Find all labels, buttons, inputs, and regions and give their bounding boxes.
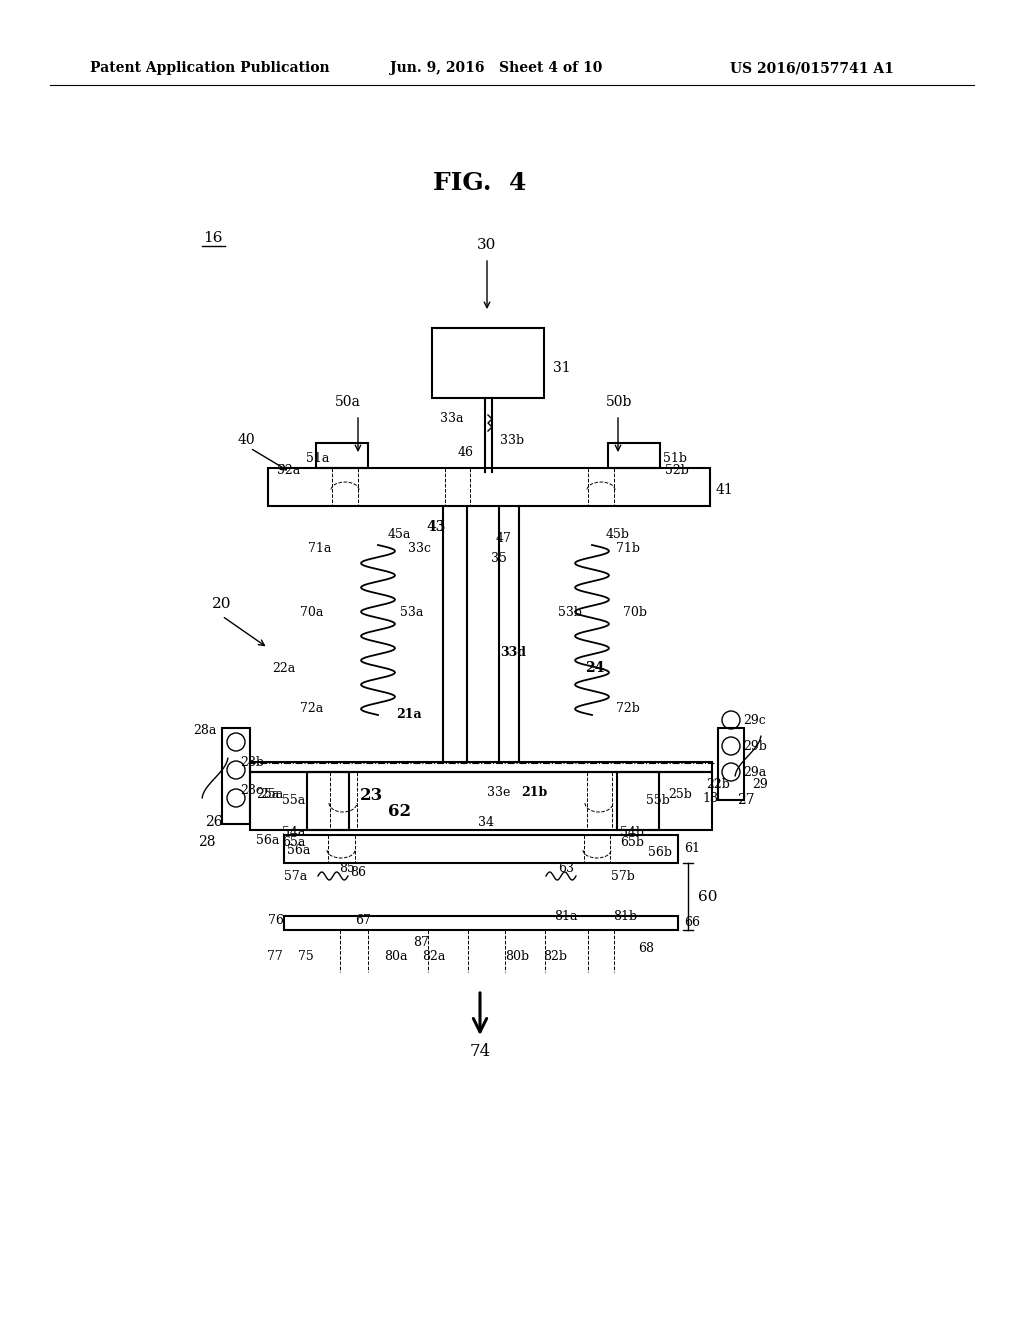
Text: 65a: 65a (282, 837, 305, 850)
Text: 72b: 72b (616, 701, 640, 714)
Text: 71a: 71a (308, 541, 332, 554)
Text: 81a: 81a (554, 909, 578, 923)
Text: 82a: 82a (422, 950, 445, 964)
Text: 28a: 28a (193, 723, 216, 737)
Text: 66: 66 (684, 916, 700, 928)
Text: 57a: 57a (284, 870, 307, 883)
Text: 77: 77 (267, 950, 283, 964)
Text: 53b: 53b (558, 606, 582, 619)
Text: 28c: 28c (240, 784, 263, 797)
Text: 68: 68 (638, 941, 654, 954)
Text: 25a: 25a (260, 788, 284, 801)
Text: 47: 47 (496, 532, 512, 544)
Bar (617, 772, 659, 830)
Text: 71b: 71b (616, 541, 640, 554)
Text: 30: 30 (477, 238, 497, 252)
Text: 67: 67 (355, 915, 371, 928)
Text: 20: 20 (212, 597, 231, 611)
Bar (250, 772, 712, 830)
Text: 56a: 56a (256, 833, 280, 846)
Text: 28b: 28b (240, 755, 264, 768)
Text: 29b: 29b (743, 739, 767, 752)
Text: 80b: 80b (505, 950, 529, 964)
Text: 40: 40 (238, 433, 256, 447)
Text: 53a: 53a (400, 606, 423, 619)
Text: 74: 74 (469, 1044, 490, 1060)
Bar (608, 444, 660, 469)
Text: Jun. 9, 2016   Sheet 4 of 10: Jun. 9, 2016 Sheet 4 of 10 (390, 61, 602, 75)
Text: 60: 60 (698, 890, 718, 904)
Text: 41: 41 (716, 483, 734, 498)
Text: 21a: 21a (396, 708, 422, 721)
Bar (284, 916, 678, 931)
Text: 57b: 57b (611, 870, 635, 883)
Text: 24: 24 (585, 661, 604, 675)
Text: 23: 23 (360, 787, 383, 804)
Text: 87: 87 (413, 936, 429, 949)
Text: 85: 85 (339, 862, 355, 875)
Text: 70b: 70b (623, 606, 647, 619)
Text: 62: 62 (388, 804, 411, 821)
Bar (432, 327, 544, 399)
Text: 26: 26 (205, 814, 222, 829)
Text: 29: 29 (752, 779, 768, 792)
Text: 33b: 33b (500, 433, 524, 446)
Bar (316, 444, 368, 469)
Text: 29a: 29a (743, 766, 766, 779)
Text: 55b: 55b (646, 793, 670, 807)
Text: 33c: 33c (408, 541, 431, 554)
Text: 51a: 51a (306, 451, 330, 465)
Text: 16: 16 (203, 231, 223, 246)
Text: 56b: 56b (648, 846, 672, 858)
Text: 43: 43 (426, 520, 445, 535)
Text: FIG.  4: FIG. 4 (433, 172, 526, 195)
Text: 63: 63 (558, 862, 574, 874)
Text: 22b: 22b (706, 779, 730, 792)
Text: 52a: 52a (278, 463, 300, 477)
Text: 75: 75 (298, 950, 313, 964)
Text: 76: 76 (268, 913, 284, 927)
Text: 31: 31 (553, 360, 570, 375)
Text: 46: 46 (458, 446, 474, 458)
Bar (718, 729, 744, 800)
Text: 54a: 54a (282, 826, 305, 840)
Text: 56a: 56a (287, 843, 310, 857)
Text: Patent Application Publication: Patent Application Publication (90, 61, 330, 75)
Text: 45b: 45b (606, 528, 630, 541)
Text: 33d: 33d (500, 645, 526, 659)
Text: 22a: 22a (272, 661, 295, 675)
Bar (307, 772, 349, 830)
Text: 33a: 33a (440, 412, 464, 425)
Text: 50a: 50a (335, 395, 360, 409)
Text: 61: 61 (684, 842, 700, 855)
Text: 65b: 65b (620, 837, 644, 850)
Text: 29c: 29c (743, 714, 766, 726)
Text: 27: 27 (737, 793, 755, 807)
Text: 33e: 33e (487, 787, 510, 800)
Text: 35: 35 (490, 552, 507, 565)
Text: 52b: 52b (665, 463, 689, 477)
Text: 80a: 80a (384, 950, 408, 964)
Text: 18: 18 (702, 792, 718, 804)
Text: 72a: 72a (300, 701, 324, 714)
Text: 45a: 45a (388, 528, 412, 541)
Text: 50b: 50b (606, 395, 633, 409)
Text: 86: 86 (350, 866, 366, 879)
Text: 25a: 25a (256, 788, 280, 800)
Bar (222, 729, 250, 824)
Text: 82b: 82b (543, 950, 567, 964)
Text: 21b: 21b (521, 787, 547, 800)
Text: 70a: 70a (300, 606, 324, 619)
Text: 81b: 81b (613, 909, 637, 923)
Bar (250, 762, 712, 772)
Bar (268, 469, 710, 506)
Text: 55a: 55a (282, 793, 305, 807)
Text: 25b: 25b (668, 788, 692, 801)
Text: 51b: 51b (663, 451, 687, 465)
Text: 28: 28 (198, 836, 215, 849)
Bar (284, 836, 678, 863)
Text: 54b: 54b (620, 826, 644, 840)
Text: 34: 34 (478, 816, 494, 829)
Text: US 2016/0157741 A1: US 2016/0157741 A1 (730, 61, 894, 75)
